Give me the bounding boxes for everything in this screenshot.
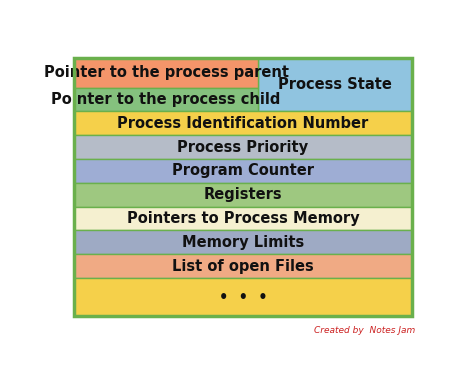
Text: Pointer to the process parent: Pointer to the process parent — [44, 65, 289, 80]
Text: Pointer to the process child: Pointer to the process child — [51, 92, 281, 107]
Text: Memory Limits: Memory Limits — [182, 235, 304, 250]
Text: Process Priority: Process Priority — [177, 139, 309, 154]
FancyBboxPatch shape — [74, 183, 412, 207]
FancyBboxPatch shape — [74, 207, 412, 231]
FancyBboxPatch shape — [74, 254, 412, 278]
Text: Created by  Notes Jam: Created by Notes Jam — [314, 326, 416, 335]
FancyBboxPatch shape — [74, 278, 412, 316]
FancyBboxPatch shape — [74, 58, 258, 87]
Text: Pointers to Process Memory: Pointers to Process Memory — [127, 211, 359, 226]
Text: •  •  •: • • • — [219, 290, 267, 305]
Text: Program Counter: Program Counter — [172, 163, 314, 178]
FancyBboxPatch shape — [74, 159, 412, 183]
FancyBboxPatch shape — [74, 231, 412, 254]
FancyBboxPatch shape — [74, 87, 258, 111]
Text: Registers: Registers — [204, 187, 282, 202]
Text: Process State: Process State — [278, 77, 392, 92]
Text: List of open Files: List of open Files — [172, 259, 314, 274]
FancyBboxPatch shape — [74, 135, 412, 159]
FancyBboxPatch shape — [74, 111, 412, 135]
FancyBboxPatch shape — [258, 58, 412, 111]
Text: Process Identification Number: Process Identification Number — [117, 116, 369, 131]
